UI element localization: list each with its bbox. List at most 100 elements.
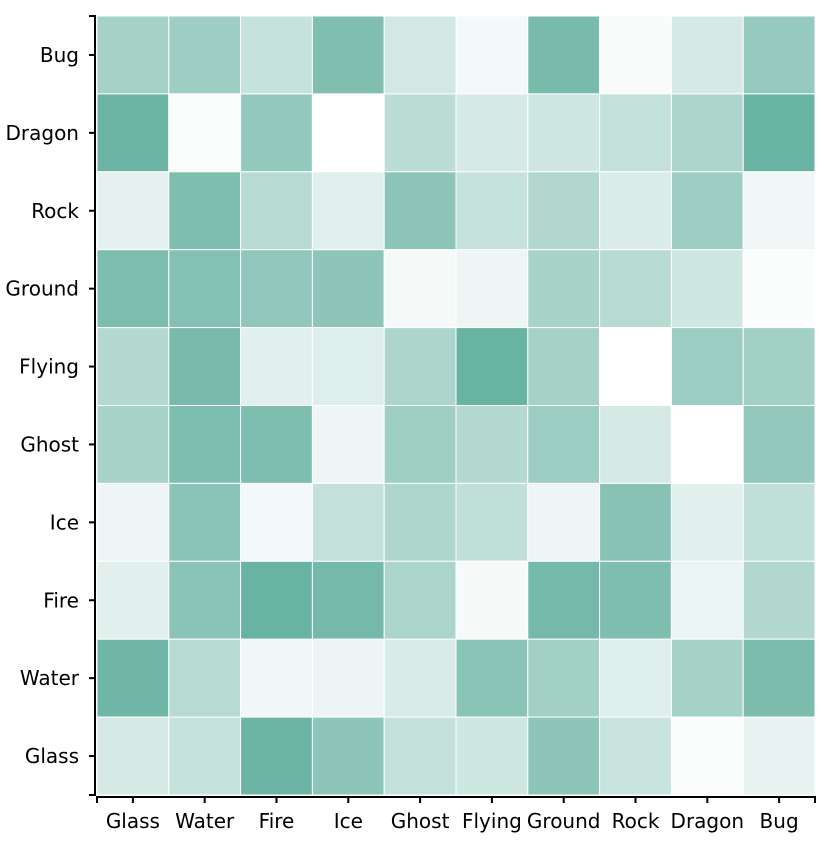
y-tick-label-fire: Fire [43, 588, 79, 612]
heatmap-cell-flying-ghost [383, 327, 457, 407]
x-tick-label-rock: Rock [612, 809, 660, 833]
heatmap-cell-rock-ground [527, 171, 601, 251]
heatmap-cell-ghost-fire [240, 405, 313, 484]
heatmap-cell-glass-fire [240, 716, 313, 796]
x-tick-label-water: Water [175, 809, 235, 833]
heatmap-cell-dragon-glass [96, 93, 170, 173]
heatmap-cell-dragon-ghost [383, 93, 457, 173]
y-tick-label-ice: Ice [50, 510, 79, 534]
heatmap-cell-ground-rock [599, 249, 672, 329]
heatmap-cell-glass-ice [311, 716, 385, 796]
heatmap-cell-rock-ice [311, 171, 385, 251]
heatmap-cell-fire-fire [240, 560, 313, 640]
heatmap-cell-bug-dragon [670, 15, 744, 95]
heatmap-cell-water-ice [311, 638, 385, 718]
heatmap-cell-dragon-dragon [670, 93, 744, 173]
heatmap-cell-rock-water [168, 171, 242, 251]
heatmap-cell-fire-rock [599, 560, 672, 640]
x-tick-label-flying: Flying [462, 809, 522, 833]
heatmap-cell-ice-ice [311, 482, 385, 562]
heatmap-cell-rock-ghost [383, 171, 457, 251]
heatmap-cell-ground-water [168, 249, 242, 329]
heatmap-cell-dragon-fire [240, 93, 313, 173]
heatmap-cell-dragon-water [168, 93, 242, 173]
heatmap-cell-rock-fire [240, 171, 313, 251]
heatmap-cell-water-bug [742, 638, 816, 718]
heatmap-cell-bug-water [168, 15, 242, 95]
y-axis: Bug Dragon Rock Ground Flying Ghost Ice Fire Wat… [5, 15, 96, 796]
x-tick-label-ice: Ice [334, 809, 363, 833]
heatmap-cell-flying-dragon [670, 327, 744, 407]
heatmap-cell-ground-ground [527, 249, 601, 329]
y-tick-label-ground: Ground [5, 277, 79, 301]
x-axis-line [96, 796, 816, 803]
heatmap-cells [96, 15, 816, 796]
heatmap-cell-rock-rock [599, 171, 672, 251]
y-tick-label-flying: Flying [19, 355, 79, 379]
x-tick-label-fire: Fire [259, 809, 295, 833]
x-tick-label-glass: Glass [106, 809, 160, 833]
heatmap-cell-ground-bug [742, 249, 816, 329]
heatmap-cell-dragon-rock [599, 93, 672, 173]
x-tick-label-ghost: Ghost [391, 809, 450, 833]
heatmap-cell-ghost-dragon [670, 405, 744, 484]
heatmap-cell-fire-dragon [670, 560, 744, 640]
heatmap-cell-ice-ground [527, 482, 601, 562]
heatmap-cell-ghost-bug [742, 405, 816, 484]
heatmap-cell-glass-water [168, 716, 242, 796]
heatmap-cell-rock-bug [742, 171, 816, 251]
heatmap-cell-bug-flying [455, 15, 529, 95]
heatmap-cell-glass-glass [96, 716, 170, 796]
heatmap-cell-flying-ground [527, 327, 601, 407]
heatmap-cell-water-fire [240, 638, 313, 718]
heatmap-cell-ice-fire [240, 482, 313, 562]
heatmap-cell-ground-fire [240, 249, 313, 329]
heatmap-cell-water-rock [599, 638, 672, 718]
y-tick-label-rock: Rock [31, 199, 79, 223]
heatmap-cell-bug-glass [96, 15, 170, 95]
heatmap-cell-dragon-ice [311, 93, 385, 173]
heatmap-cell-flying-bug [742, 327, 816, 407]
y-tick-label-bug: Bug [40, 43, 79, 67]
x-tick-label-dragon: Dragon [671, 809, 745, 833]
heatmap-cell-dragon-flying [455, 93, 529, 173]
heatmap-cell-ice-rock [599, 482, 672, 562]
heatmap-cell-glass-dragon [670, 716, 744, 796]
heatmap-cell-water-ghost [383, 638, 457, 718]
heatmap-cell-fire-glass [96, 560, 170, 640]
heatmap-cell-glass-rock [599, 716, 672, 796]
heatmap-cell-ice-flying [455, 482, 529, 562]
heatmap-cell-ground-ice [311, 249, 385, 329]
heatmap-cell-flying-fire [240, 327, 313, 407]
heatmap-cell-rock-dragon [670, 171, 744, 251]
heatmap-cell-rock-glass [96, 171, 170, 251]
heatmap-cell-fire-water [168, 560, 242, 640]
heatmap-cell-fire-ghost [383, 560, 457, 640]
heatmap-cell-dragon-bug [742, 93, 816, 173]
heatmap-cell-flying-flying [455, 327, 529, 407]
heatmap-cell-ground-flying [455, 249, 529, 329]
heatmap-cell-ice-glass [96, 482, 170, 562]
heatmap-cell-flying-glass [96, 327, 170, 407]
heatmap-cell-bug-ground [527, 15, 601, 95]
heatmap-cell-glass-flying [455, 716, 529, 796]
heatmap-cell-water-water [168, 638, 242, 718]
heatmap-cell-flying-water [168, 327, 242, 407]
heatmap-cell-water-glass [96, 638, 170, 718]
heatmap-cell-ground-ghost [383, 249, 457, 329]
heatmap-cell-fire-flying [455, 560, 529, 640]
heatmap-cell-ghost-rock [599, 405, 672, 484]
heatmap-cell-fire-ground [527, 560, 601, 640]
heatmap-cell-ghost-flying [455, 405, 529, 484]
x-tick-label-ground: Ground [527, 809, 601, 833]
heatmap-cell-flying-rock [599, 327, 672, 407]
heatmap-cell-ghost-ground [527, 405, 601, 484]
y-tick-label-water: Water [20, 666, 80, 690]
heatmap-cell-water-dragon [670, 638, 744, 718]
heatmap-cell-ghost-water [168, 405, 242, 484]
x-tick-label-bug: Bug [760, 809, 799, 833]
y-tick-label-dragon: Dragon [6, 121, 80, 145]
heatmap-cell-flying-ice [311, 327, 385, 407]
heatmap-cell-ice-dragon [670, 482, 744, 562]
